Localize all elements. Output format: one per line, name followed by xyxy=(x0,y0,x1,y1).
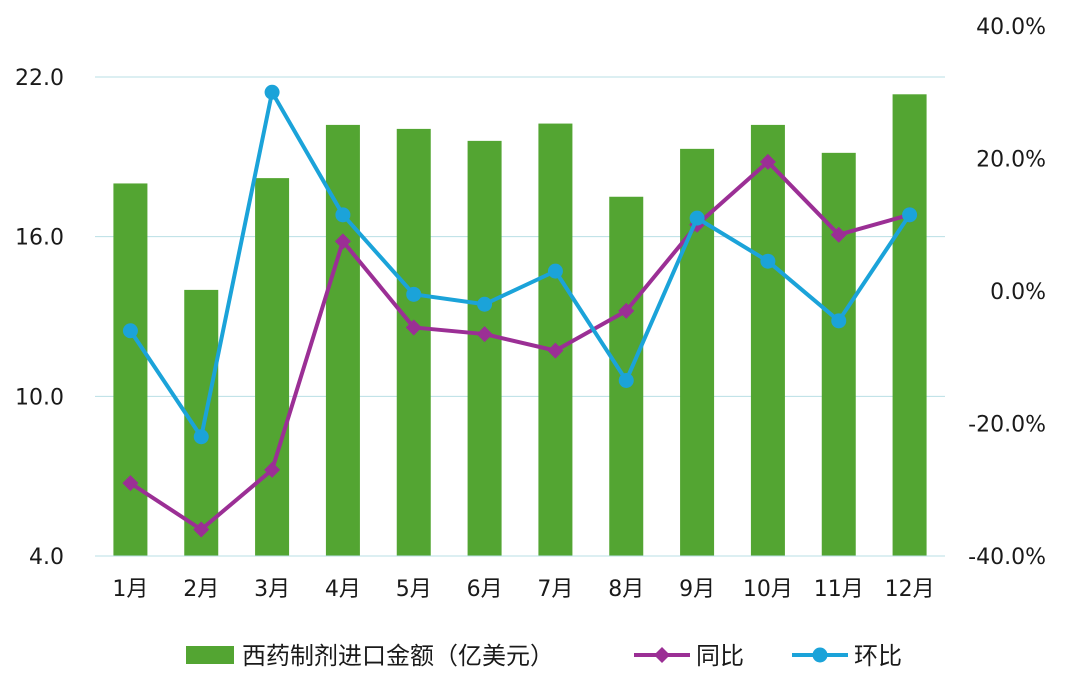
point xyxy=(264,461,281,478)
line-series xyxy=(122,84,918,538)
category-label: 11月 xyxy=(814,577,864,602)
left-tick-label: 4.0 xyxy=(29,545,64,570)
bar xyxy=(821,152,856,556)
left-tick-label: 16.0 xyxy=(15,226,64,251)
legend-marker xyxy=(654,647,670,663)
category-label: 7月 xyxy=(537,577,573,602)
bar xyxy=(113,183,148,556)
point xyxy=(122,475,139,492)
right-tick-label: 40.0% xyxy=(976,15,1046,40)
category-label: 5月 xyxy=(396,577,432,602)
category-label: 6月 xyxy=(467,577,503,602)
right-tick-label: 0.0% xyxy=(990,280,1046,305)
bar xyxy=(538,123,573,556)
point xyxy=(760,253,776,269)
category-label: 9月 xyxy=(679,577,715,602)
left-tick-label: 22.0 xyxy=(15,66,64,91)
right-tick-label: 20.0% xyxy=(976,148,1046,173)
legend: 西药制剂进口金额（亿美元） 同比 环比 xyxy=(186,642,902,670)
bar xyxy=(467,140,502,556)
point xyxy=(335,207,351,223)
bar xyxy=(396,128,431,556)
gridlines xyxy=(95,76,945,397)
right-tick-label: -20.0% xyxy=(968,413,1046,438)
category-label: 3月 xyxy=(254,577,290,602)
point xyxy=(547,342,564,359)
legend-marker xyxy=(812,647,828,663)
series-line xyxy=(128,90,912,439)
point xyxy=(264,84,280,100)
bar xyxy=(680,148,715,556)
point xyxy=(193,521,210,538)
point xyxy=(759,153,776,170)
category-labels: 1月 2月 3月 4月 5月 6月 7月 8月 9月 10月 11月 12月 xyxy=(112,577,934,602)
point xyxy=(618,302,635,319)
point xyxy=(334,233,351,250)
right-axis-ticks: -40.0% -20.0% 0.0% 20.0% 40.0% xyxy=(968,15,1046,570)
bar xyxy=(184,289,219,556)
series-line xyxy=(129,159,911,532)
point xyxy=(122,323,138,339)
right-tick-label: -40.0% xyxy=(968,545,1046,570)
bar xyxy=(892,94,927,556)
category-label: 10月 xyxy=(743,577,793,602)
bar xyxy=(325,124,360,557)
legend-label: 同比 xyxy=(696,642,744,670)
category-label: 12月 xyxy=(885,577,935,602)
point xyxy=(830,226,847,243)
bar xyxy=(255,178,290,556)
point xyxy=(405,319,422,336)
left-tick-label: 10.0 xyxy=(15,385,64,410)
left-axis-ticks: 4.0 10.0 16.0 22.0 xyxy=(15,66,64,570)
point xyxy=(902,207,918,223)
legend-label: 西药制剂进口金额（亿美元） xyxy=(242,642,554,670)
category-label: 4月 xyxy=(325,577,361,602)
bar xyxy=(750,124,785,557)
point xyxy=(831,313,847,329)
category-label: 1月 xyxy=(112,577,148,602)
point xyxy=(193,429,209,445)
point xyxy=(618,372,634,388)
category-label: 8月 xyxy=(608,577,644,602)
point xyxy=(476,326,493,343)
point xyxy=(477,296,493,312)
category-label: 2月 xyxy=(183,577,219,602)
legend-label: 环比 xyxy=(854,642,902,670)
legend-swatch-bar xyxy=(186,646,234,664)
point xyxy=(547,263,563,279)
bar-series xyxy=(113,94,927,557)
point xyxy=(406,286,422,302)
point xyxy=(689,210,705,226)
